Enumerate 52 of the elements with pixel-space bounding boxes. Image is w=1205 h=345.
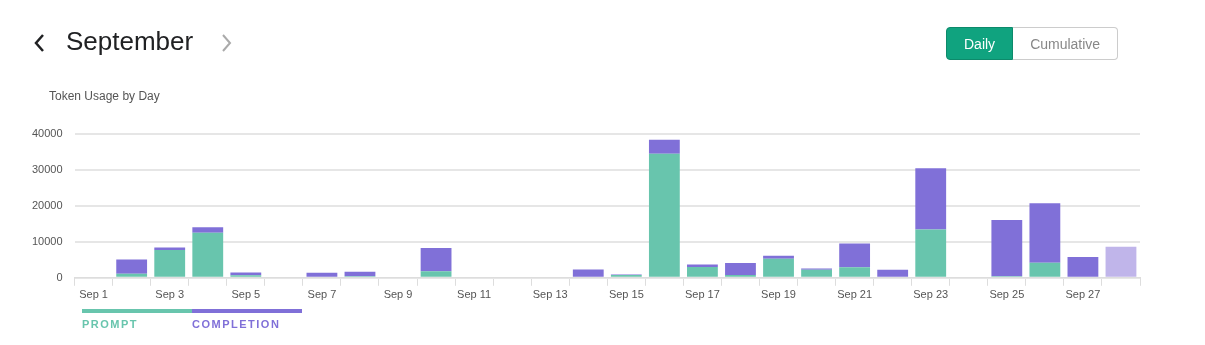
bar bbox=[306, 272, 338, 277]
x-tick-label: Sep 1 bbox=[79, 288, 108, 301]
x-tick-label: Sep 23 bbox=[913, 288, 949, 301]
x-tick-label: Sep 25 bbox=[989, 288, 1025, 301]
bar bbox=[648, 153, 680, 277]
bar bbox=[1105, 246, 1137, 277]
y-tick-label: 10000 bbox=[31, 234, 63, 247]
bar bbox=[116, 259, 148, 274]
bar bbox=[763, 255, 794, 259]
bar bbox=[648, 139, 680, 154]
x-tick-label: Sep 27 bbox=[1065, 288, 1101, 301]
x-tick-label: Sep 7 bbox=[307, 288, 337, 301]
bar bbox=[801, 269, 832, 277]
bar bbox=[915, 229, 947, 277]
bar bbox=[687, 266, 718, 277]
bar bbox=[915, 168, 947, 230]
y-tick-label: 0 bbox=[56, 270, 63, 283]
x-tick-label: Sep 11 bbox=[457, 288, 492, 301]
bar bbox=[192, 232, 224, 277]
bar bbox=[420, 271, 452, 277]
x-tick-label: Sep 21 bbox=[837, 288, 873, 301]
text: COMPLETION bbox=[192, 318, 281, 330]
bar bbox=[839, 243, 871, 268]
bar bbox=[839, 267, 871, 277]
bar bbox=[991, 220, 1023, 277]
bar bbox=[877, 269, 909, 277]
bar bbox=[763, 258, 794, 277]
bar bbox=[687, 264, 718, 267]
bar bbox=[1067, 256, 1099, 277]
x-tick-label: Sep 13 bbox=[532, 288, 568, 301]
bar bbox=[1029, 203, 1061, 263]
x-tick-label: Sep 9 bbox=[383, 288, 413, 301]
bar bbox=[420, 247, 452, 272]
bar bbox=[154, 250, 186, 277]
y-tick-label: 20000 bbox=[31, 198, 63, 211]
bar bbox=[572, 269, 604, 277]
x-tick-label: Sep 15 bbox=[608, 288, 644, 301]
text: Daily bbox=[946, 27, 1014, 60]
y-tick-label: 30000 bbox=[31, 162, 63, 175]
bar bbox=[1029, 262, 1061, 277]
bar bbox=[116, 273, 148, 277]
text: Cumulative bbox=[1013, 27, 1119, 60]
x-tick-label: Sep 3 bbox=[155, 288, 185, 301]
x-tick-label: Sep 19 bbox=[761, 288, 796, 301]
chart-title: September bbox=[66, 26, 194, 57]
x-tick-label: Sep 5 bbox=[231, 288, 261, 301]
chart-subtitle: Token Usage by Day bbox=[49, 89, 160, 103]
text: PROMPT bbox=[82, 318, 139, 330]
bar bbox=[725, 263, 756, 275]
x-tick-label: Sep 17 bbox=[684, 288, 720, 301]
bar bbox=[192, 227, 224, 233]
y-tick-label: 40000 bbox=[31, 126, 63, 139]
